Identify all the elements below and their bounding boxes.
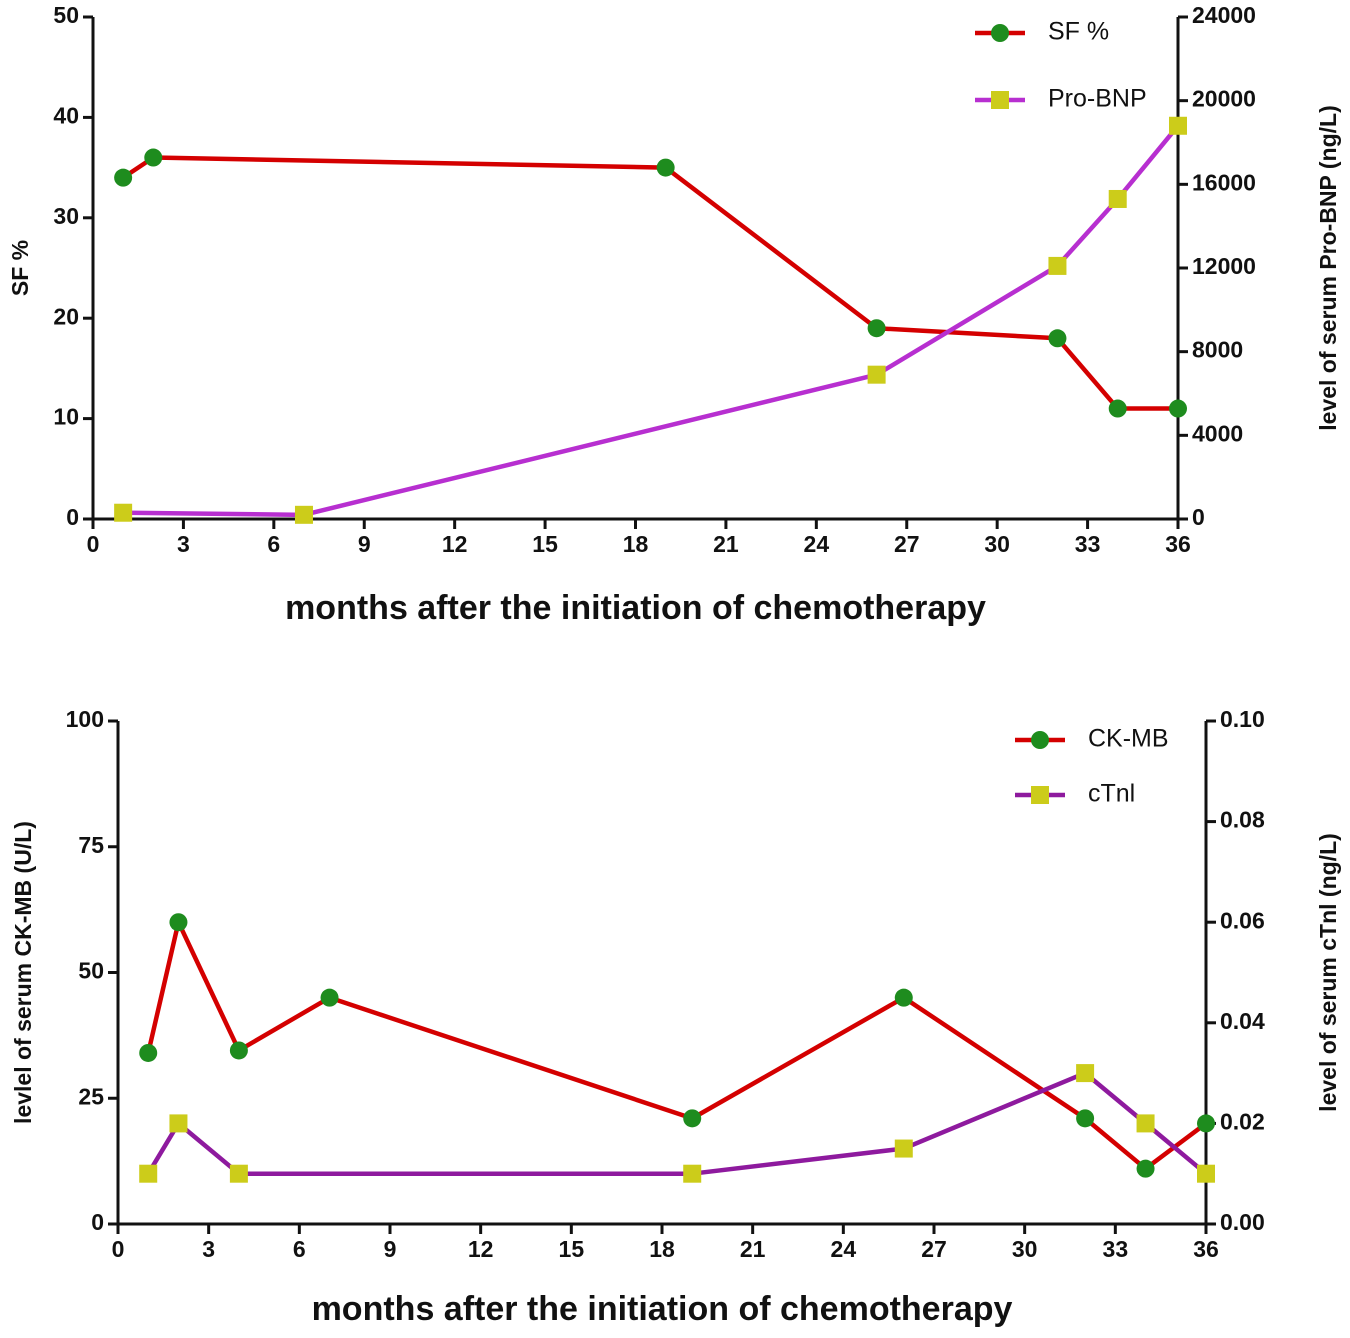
x-tick-label: 3: [202, 1236, 215, 1262]
x-tick-label: 33: [1075, 531, 1101, 557]
y2-tick-label: 8000: [1192, 337, 1243, 363]
y-axis-title: SF %: [7, 240, 33, 296]
marker: [867, 365, 886, 384]
series-line: [146, 919, 1208, 1171]
y-tick-label: 50: [78, 958, 104, 984]
marker: [169, 913, 188, 932]
x-tick-label: 21: [740, 1236, 766, 1262]
y-tick-label: 40: [53, 102, 79, 128]
y-tick-label: 0: [66, 504, 79, 530]
marker: [139, 1164, 158, 1183]
x-tick-label: 6: [293, 1236, 306, 1262]
x-tick-label: 24: [804, 531, 830, 557]
marker: [114, 168, 133, 187]
marker: [1031, 786, 1049, 804]
y2-tick-label: 0: [1192, 504, 1205, 530]
y2-tick-label: 0.00: [1220, 1209, 1265, 1235]
marker: [294, 505, 313, 524]
y-tick-label: 25: [78, 1083, 104, 1109]
series-line: [123, 124, 1180, 518]
x-tick-label: 0: [87, 531, 100, 557]
marker: [1136, 1159, 1155, 1178]
y2-tick-label: 24000: [1192, 2, 1256, 28]
x-tick-label: 18: [649, 1236, 675, 1262]
y-tick-label: 50: [53, 2, 79, 28]
legend-label: CK-MB: [1088, 725, 1169, 753]
marker: [1108, 399, 1127, 418]
y2-tick-label: 0.02: [1220, 1108, 1265, 1134]
x-tick-label: 12: [442, 531, 468, 557]
legend-label: SF %: [1048, 18, 1109, 46]
y-tick-label: 0: [91, 1209, 104, 1235]
marker: [656, 158, 675, 177]
marker: [1197, 1114, 1215, 1133]
x-tick-label: 0: [112, 1236, 125, 1262]
y-tick-label: 10: [53, 404, 79, 430]
y2-tick-label: 0.04: [1220, 1008, 1265, 1034]
x-tick-label: 12: [468, 1236, 494, 1262]
marker: [229, 1041, 248, 1060]
marker: [169, 1114, 188, 1133]
marker: [1076, 1109, 1095, 1128]
marker: [991, 91, 1009, 109]
x-tick-label: 33: [1103, 1236, 1129, 1262]
marker: [139, 1043, 158, 1062]
x-tick-label: 18: [623, 531, 649, 557]
x-tick-label: 15: [559, 1236, 585, 1262]
marker: [894, 988, 913, 1007]
marker: [683, 1109, 702, 1128]
marker: [1169, 399, 1187, 418]
x-tick-label: 9: [384, 1236, 397, 1262]
marker: [1136, 1114, 1155, 1133]
y-tick-label: 75: [78, 832, 104, 858]
series-line: [121, 155, 1178, 411]
y-tick-label: 100: [66, 706, 104, 732]
y-tick-label: 20: [53, 303, 79, 329]
marker: [1108, 189, 1127, 208]
x-tick-label: 36: [1193, 1236, 1219, 1262]
x-tick-label: 3: [177, 531, 190, 557]
marker: [867, 319, 886, 338]
y2-axis-title: level of serum Pro-BNP (ng/L): [1315, 105, 1341, 430]
x-axis-title: months after the initiation of chemother…: [285, 589, 986, 627]
x-tick-label: 30: [984, 531, 1010, 557]
x-tick-label: 6: [267, 531, 280, 557]
y2-tick-label: 16000: [1192, 169, 1256, 195]
legend-label: cTnl: [1088, 780, 1135, 808]
x-tick-label: 27: [894, 531, 920, 557]
y2-tick-label: 0.08: [1220, 807, 1265, 833]
y2-tick-label: 0.10: [1220, 706, 1265, 732]
x-tick-label: 24: [831, 1236, 857, 1262]
marker: [991, 24, 1009, 42]
x-tick-label: 21: [713, 531, 739, 557]
y-axis-title: levlel of serum CK-MB (U/L): [10, 821, 36, 1124]
marker: [1169, 116, 1187, 135]
x-axis-title: months after the initiation of chemother…: [312, 1290, 1013, 1328]
y2-tick-label: 4000: [1192, 420, 1243, 446]
marker: [144, 148, 163, 167]
y2-tick-label: 12000: [1192, 253, 1256, 279]
marker: [1048, 256, 1067, 275]
marker: [229, 1164, 248, 1183]
y-tick-label: 30: [53, 203, 79, 229]
marker: [1031, 731, 1049, 749]
legend-label: Pro-BNP: [1048, 85, 1147, 113]
y2-tick-label: 0.06: [1220, 907, 1265, 933]
x-tick-label: 30: [1012, 1236, 1038, 1262]
marker: [894, 1139, 913, 1158]
marker: [1197, 1164, 1215, 1183]
x-tick-label: 36: [1165, 531, 1191, 557]
marker: [114, 503, 133, 522]
marker: [1048, 329, 1067, 348]
y2-tick-label: 20000: [1192, 86, 1256, 112]
x-tick-label: 9: [358, 531, 371, 557]
y2-axis-title: level of serum cTnl (ng/L): [1315, 833, 1341, 1112]
x-tick-label: 27: [921, 1236, 947, 1262]
marker: [320, 988, 339, 1007]
x-tick-label: 15: [532, 531, 558, 557]
marker: [1076, 1064, 1095, 1083]
series-line: [146, 1070, 1208, 1176]
marker: [683, 1164, 702, 1183]
